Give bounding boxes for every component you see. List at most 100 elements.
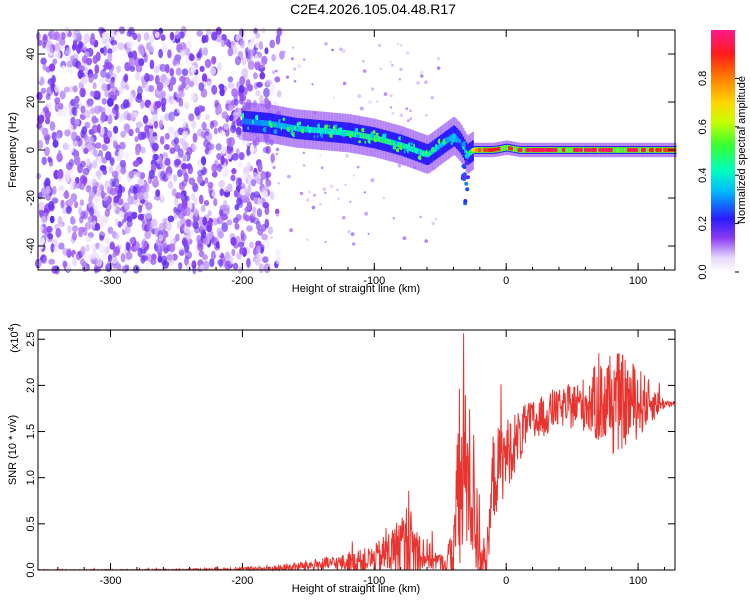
noise-speckle [70, 216, 75, 225]
noise-speckle [275, 256, 282, 265]
noise-speckle [102, 45, 108, 56]
signal-core [315, 127, 318, 134]
noise-speckle [94, 64, 100, 74]
noise-speckle [80, 210, 86, 219]
noise-speckle [162, 152, 168, 160]
spectrogram-x-label: Height of straight line (km) [292, 283, 420, 295]
noise-speckle [132, 160, 140, 168]
noise-speckle [239, 39, 246, 49]
signal-core [614, 147, 617, 153]
noise-speckle [227, 104, 234, 112]
noise-speckle [180, 218, 187, 226]
noise-speckle [204, 58, 212, 69]
noise-speckle [111, 134, 118, 141]
signal-peak [609, 148, 614, 152]
noise-speckle [383, 92, 388, 96]
noise-speckle [329, 184, 334, 189]
signal-core [275, 122, 278, 128]
noise-speckle [199, 264, 205, 271]
noise-speckle [419, 215, 422, 219]
signal-blob [428, 152, 432, 156]
noise-speckle [210, 67, 216, 76]
noise-speckle [114, 232, 120, 240]
signal-blob [273, 129, 279, 135]
noise-speckle [80, 76, 88, 85]
signal-core [388, 138, 390, 145]
noise-speckle [177, 148, 184, 158]
noise-speckle [263, 87, 270, 98]
noise-speckle [179, 193, 185, 200]
noise-speckle [74, 95, 80, 104]
noise-speckle [191, 143, 198, 152]
noise-speckle [200, 156, 207, 166]
noise-speckle [148, 169, 155, 180]
noise-speckle [187, 165, 194, 175]
noise-speckle [247, 60, 255, 70]
noise-speckle [389, 94, 393, 98]
colorbar-tick-label: 0.4 [697, 168, 709, 183]
snr-scale-close: ) [9, 323, 21, 327]
noise-speckle [117, 221, 122, 228]
noise-speckle [46, 40, 53, 47]
noise-speckle [264, 47, 269, 55]
signal-core [506, 144, 509, 151]
signal-blob [372, 130, 377, 134]
noise-speckle [258, 61, 265, 69]
y-tick-label: 20 [25, 96, 37, 108]
noise-speckle [45, 192, 52, 201]
noise-speckle [99, 234, 104, 241]
snr-scale-exponent: 4 [7, 326, 16, 331]
noise-speckle [107, 254, 113, 263]
noise-speckle [205, 128, 210, 137]
noise-speckle [270, 153, 276, 164]
noise-speckle [293, 79, 297, 83]
noise-speckle [147, 118, 155, 126]
noise-speckle [173, 206, 178, 214]
signal-core [437, 144, 440, 151]
noise-speckle [137, 85, 143, 96]
noise-speckle [258, 263, 264, 274]
noise-speckle [55, 132, 60, 142]
noise-speckle [46, 225, 53, 233]
noise-speckle [140, 146, 146, 154]
signal-core [514, 146, 517, 153]
signal-core [353, 131, 356, 138]
noise-speckle [162, 217, 168, 224]
noise-speckle [192, 182, 199, 193]
noise-speckle [87, 99, 94, 108]
signal-core [310, 126, 313, 133]
noise-speckle [181, 199, 188, 210]
signal-core [362, 133, 365, 139]
noise-speckle [83, 147, 89, 155]
noise-speckle [247, 41, 254, 51]
noise-speckle [345, 154, 349, 158]
noise-speckle [265, 179, 272, 187]
noise-speckle [72, 39, 78, 49]
noise-speckle [172, 60, 177, 67]
noise-speckle [305, 198, 310, 202]
signal-blob [282, 117, 286, 121]
noise-speckle [182, 130, 189, 139]
noise-speckle [184, 102, 190, 110]
noise-speckle [252, 217, 260, 225]
x-tick-label: -100 [363, 575, 385, 587]
noise-speckle [105, 62, 113, 70]
noise-speckle [94, 222, 101, 231]
noise-speckle [164, 132, 170, 140]
noise-speckle [127, 195, 134, 205]
noise-speckle [91, 124, 99, 134]
noise-speckle [260, 170, 266, 180]
noise-speckle [135, 145, 141, 156]
noise-speckle [223, 123, 229, 131]
signal-core [286, 124, 289, 130]
noise-speckle [306, 238, 309, 241]
noise-speckle [232, 111, 239, 120]
noise-speckle [344, 183, 347, 186]
noise-speckle [42, 41, 47, 49]
signal-blob [395, 148, 400, 153]
signal-core [244, 118, 246, 125]
noise-speckle [151, 253, 157, 261]
noise-speckle [36, 72, 41, 82]
signal-blob [410, 142, 414, 146]
